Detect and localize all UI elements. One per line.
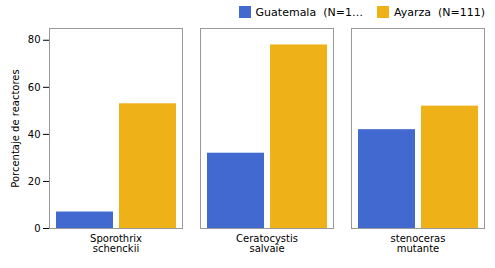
svg-text:stenocerasmutante: stenocerasmutante	[391, 233, 446, 254]
html-text:Guatemala (N=1…: Guatemala (N=1…	[255, 5, 363, 19]
svg-text:0: 0	[34, 223, 40, 234]
html-text:Ayarza (N=111): Ayarza (N=111)	[393, 5, 485, 19]
svg-text:Ceratocystissalvaïe: Ceratocystissalvaïe	[236, 233, 298, 254]
svg-text:60: 60	[28, 82, 41, 93]
svg-text:20: 20	[28, 176, 41, 187]
svg-text:80: 80	[28, 34, 41, 45]
svg-text:40: 40	[28, 129, 41, 140]
svg-text:Porcentaje de reactores: Porcentaje de reactores	[10, 69, 21, 187]
svg-text:Sporothrixschenckii: Sporothrixschenckii	[90, 233, 142, 254]
